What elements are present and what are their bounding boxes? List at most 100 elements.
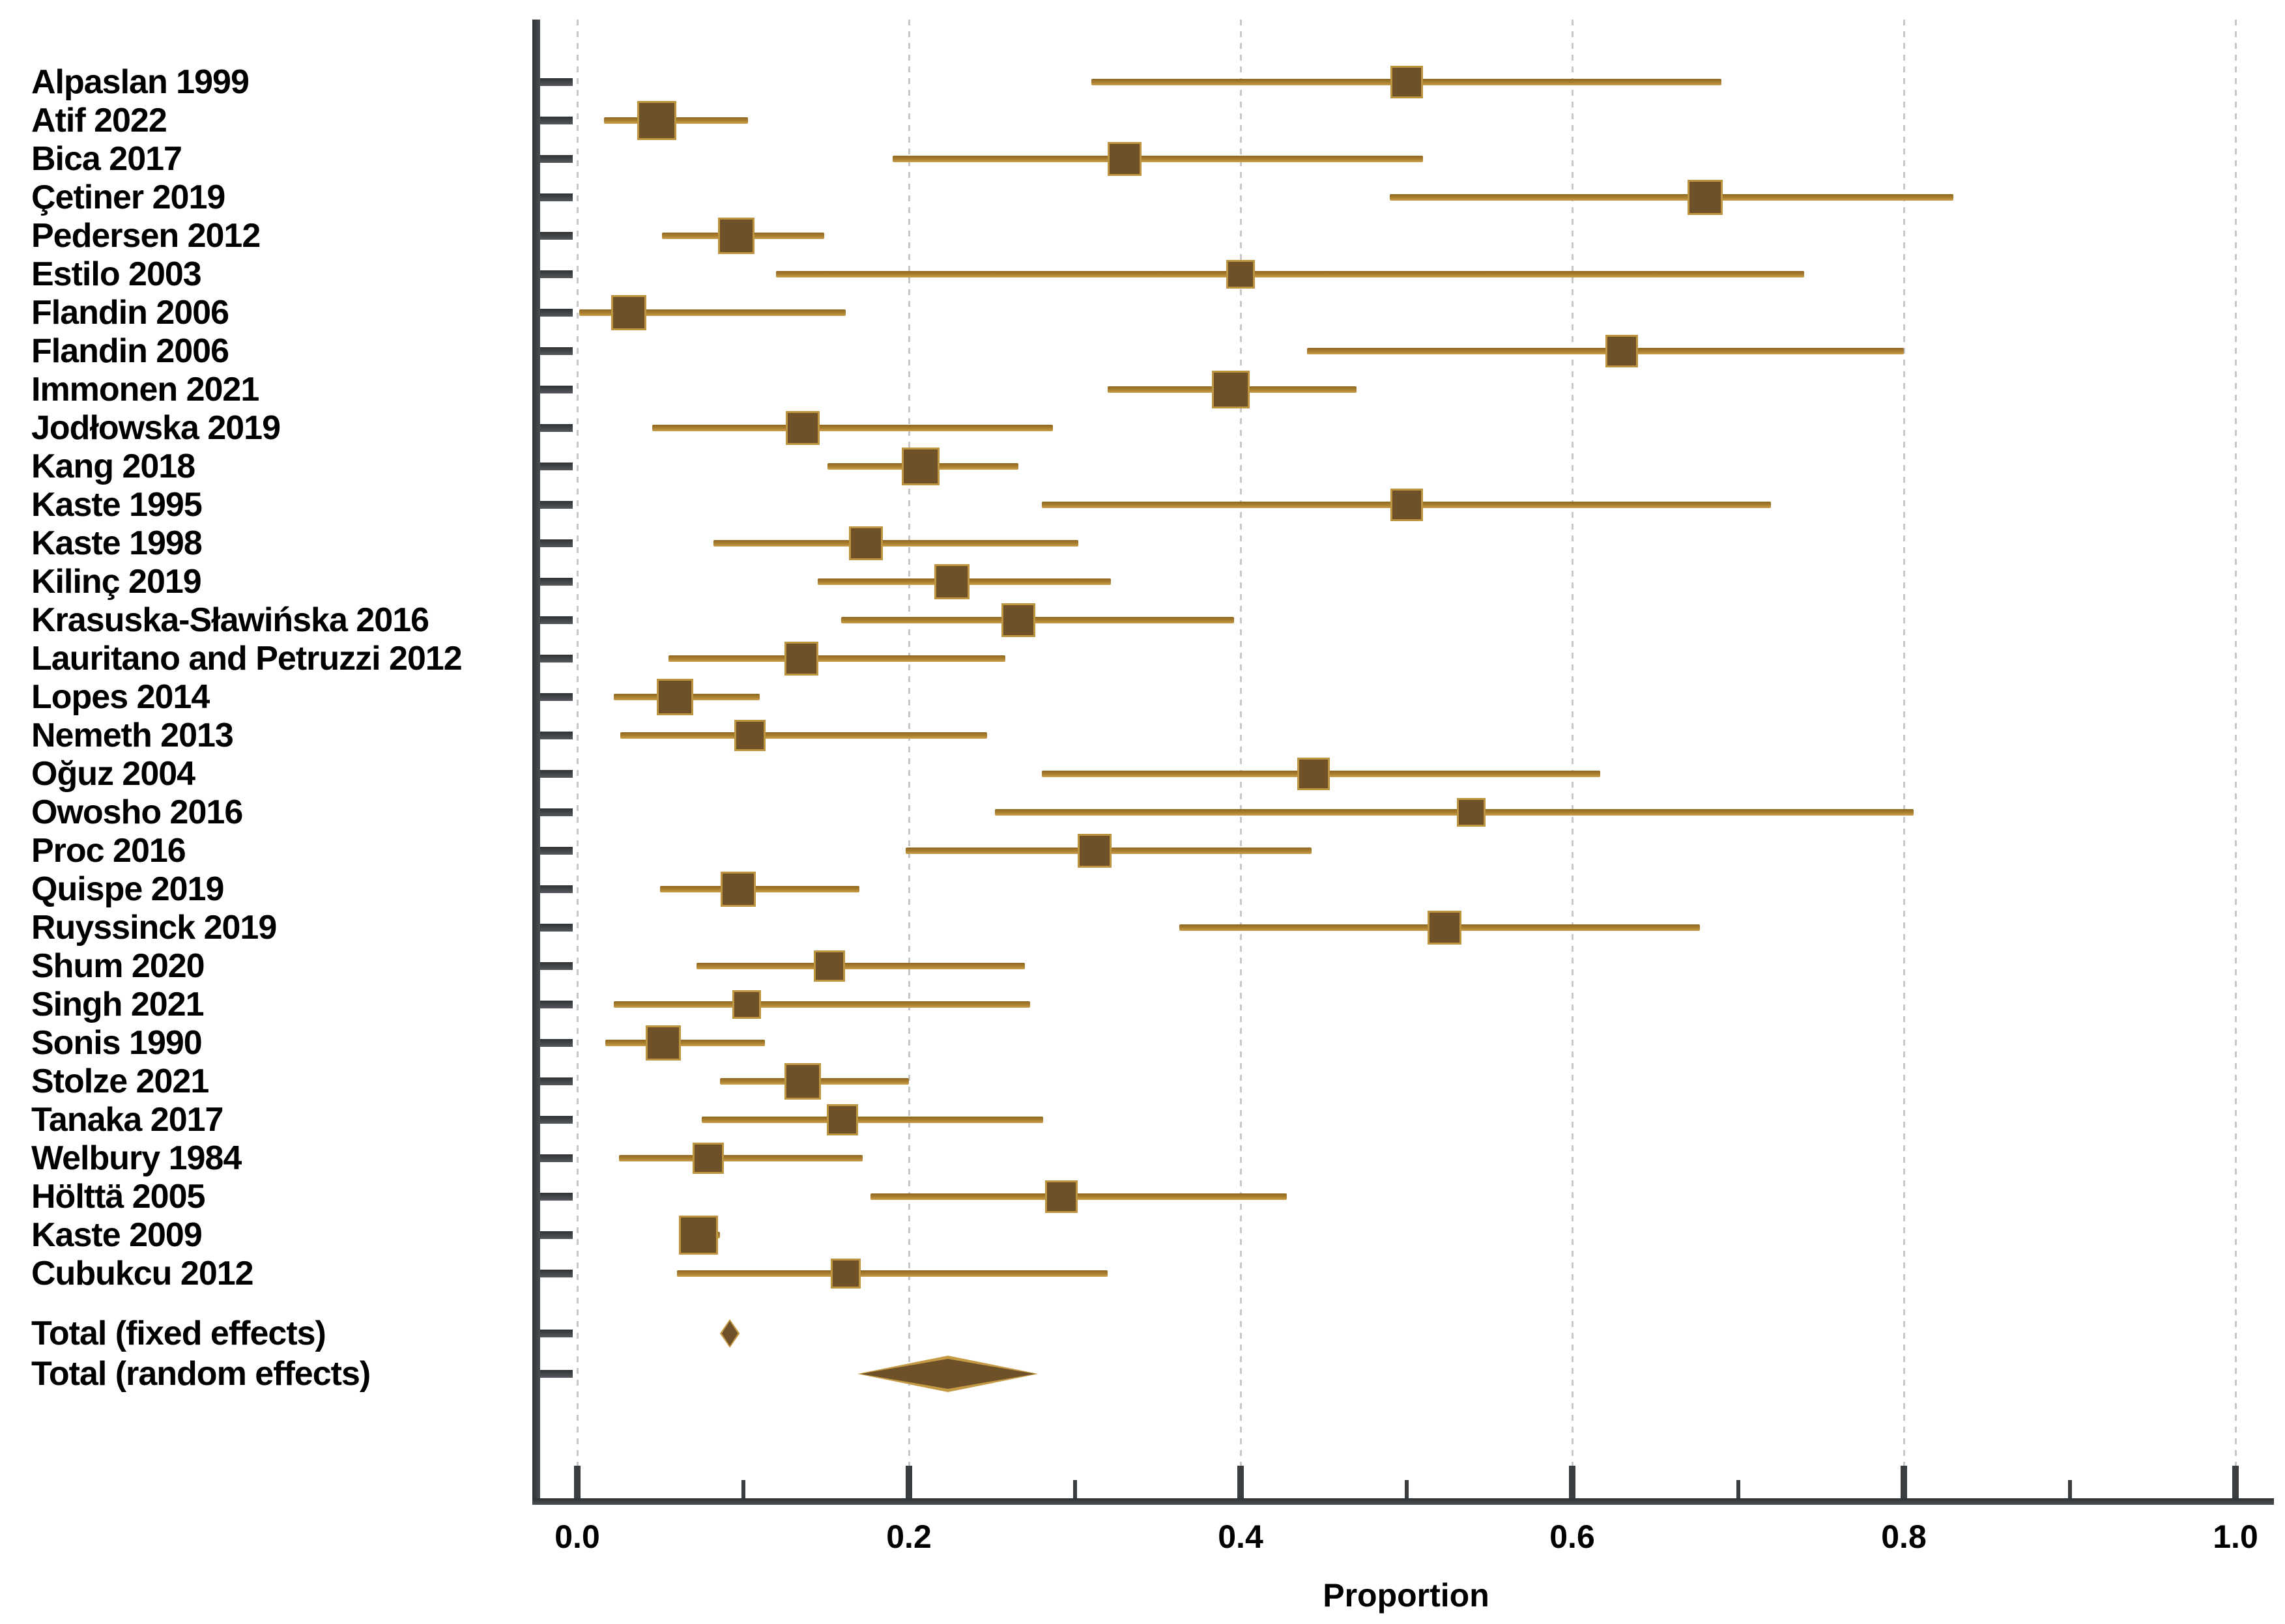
study-label: Shum 2020	[31, 947, 205, 985]
y-axis-row-tick	[540, 424, 573, 432]
estimate-marker	[1211, 371, 1250, 408]
confidence-interval-line	[652, 425, 1054, 431]
y-axis-row-tick	[540, 501, 573, 509]
x-axis-tick-label: 0.6	[1549, 1518, 1595, 1555]
estimate-marker	[1605, 335, 1639, 367]
study-label: Nemeth 2013	[31, 717, 234, 754]
y-axis-row-tick	[540, 193, 573, 201]
study-label: Bica 2017	[31, 140, 182, 178]
confidence-interval-line	[701, 1117, 1044, 1123]
y-axis-row-tick	[540, 1231, 573, 1239]
study-label: Alpaslan 1999	[31, 63, 250, 101]
y-axis-row-tick	[540, 924, 573, 932]
confidence-interval-line	[605, 1040, 765, 1046]
x-axis-major-tick	[1569, 1466, 1575, 1498]
y-axis-row-tick	[540, 962, 573, 970]
x-axis-tick-label: 0.8	[1881, 1518, 1927, 1555]
estimate-marker	[1297, 758, 1330, 790]
estimate-marker	[1390, 66, 1423, 98]
study-label: Jodłowska 2019	[31, 409, 281, 447]
total-label: Total (random effects)	[31, 1355, 371, 1393]
confidence-interval-line	[776, 271, 1805, 278]
estimate-marker	[784, 1063, 822, 1100]
estimate-marker	[786, 411, 820, 445]
x-axis-minor-tick	[1404, 1480, 1409, 1498]
x-axis-major-tick	[1901, 1466, 1907, 1498]
estimate-marker	[1687, 180, 1723, 215]
confidence-interval-line	[1390, 194, 1954, 201]
estimate-marker	[831, 1259, 861, 1289]
estimate-marker	[1428, 911, 1462, 945]
y-axis-row-tick	[540, 309, 573, 317]
study-label: Atif 2022	[31, 102, 167, 139]
study-label: Estilo 2003	[31, 255, 202, 293]
x-axis-tick-label: 0.0	[554, 1518, 600, 1555]
estimate-marker	[657, 679, 694, 715]
study-label: Flandin 2006	[31, 332, 229, 370]
study-label: Kaste 2009	[31, 1216, 203, 1254]
gridline	[577, 20, 579, 1498]
study-label: Kilinç 2019	[31, 563, 202, 601]
estimate-marker	[848, 526, 883, 560]
x-axis-major-tick	[2232, 1466, 2239, 1498]
estimate-marker	[646, 1025, 682, 1061]
confidence-interval-line	[620, 732, 987, 739]
x-axis-tick-label: 1.0	[2213, 1518, 2258, 1555]
confidence-interval-line	[613, 1001, 1030, 1008]
y-axis-row-tick	[540, 117, 573, 124]
y-axis-row-tick	[540, 232, 573, 240]
y-axis-row-tick	[540, 616, 573, 624]
confidence-interval-line	[995, 809, 1914, 816]
y-axis-row-tick	[540, 1001, 573, 1008]
estimate-marker	[813, 950, 845, 982]
x-axis-minor-tick	[1072, 1480, 1077, 1498]
y-axis-row-tick	[540, 1370, 573, 1378]
estimate-marker	[1390, 489, 1423, 521]
y-axis-row-tick	[540, 578, 573, 586]
y-axis-row-tick	[540, 770, 573, 778]
study-label: Ruyssinck 2019	[31, 909, 277, 947]
estimate-marker	[1456, 798, 1486, 827]
study-label: Çetiner 2019	[31, 178, 225, 216]
confidence-interval-line	[697, 963, 1026, 969]
study-label: Lauritano and Petruzzi 2012	[31, 640, 463, 677]
study-label: Tanaka 2017	[31, 1101, 223, 1139]
y-axis-row-tick	[540, 693, 573, 701]
confidence-interval-line	[870, 1193, 1287, 1200]
study-label: Kang 2018	[31, 448, 195, 485]
estimate-marker	[1001, 603, 1035, 637]
gridline	[1240, 20, 1242, 1498]
study-label: Sonis 1990	[31, 1024, 203, 1062]
x-axis-minor-tick	[2067, 1480, 2072, 1498]
y-axis-row-tick	[540, 655, 573, 662]
estimate-marker	[732, 990, 761, 1019]
x-axis-minor-tick	[1736, 1480, 1740, 1498]
y-axis-row-tick	[540, 463, 573, 470]
study-label: Krasuska-Sławińska 2016	[31, 601, 429, 639]
pooled-estimate-diamond-fill	[721, 1321, 738, 1346]
total-label: Total (fixed effects)	[31, 1315, 326, 1352]
y-axis	[532, 20, 540, 1505]
estimate-marker	[734, 720, 766, 751]
study-label: Hölttä 2005	[31, 1178, 205, 1216]
x-axis-major-tick	[574, 1466, 581, 1498]
estimate-marker	[1226, 260, 1255, 289]
study-label: Lopes 2014	[31, 678, 210, 716]
estimate-marker	[718, 218, 755, 254]
y-axis-row-tick	[540, 1330, 573, 1337]
x-axis-major-tick	[1237, 1466, 1244, 1498]
estimate-marker	[827, 1104, 859, 1135]
y-axis-row-tick	[540, 808, 573, 816]
y-axis-row-tick	[540, 1077, 573, 1085]
y-axis-row-tick	[540, 885, 573, 893]
estimate-marker	[720, 872, 756, 907]
confidence-interval-line	[713, 540, 1078, 547]
x-axis-major-tick	[906, 1466, 912, 1498]
estimate-marker	[784, 642, 818, 676]
study-label: Kaste 1998	[31, 524, 203, 562]
study-label: Kaste 1995	[31, 486, 203, 524]
confidence-interval-line	[676, 1270, 1108, 1277]
y-axis-row-tick	[540, 155, 573, 163]
x-axis-tick-label: 0.4	[1218, 1518, 1263, 1555]
